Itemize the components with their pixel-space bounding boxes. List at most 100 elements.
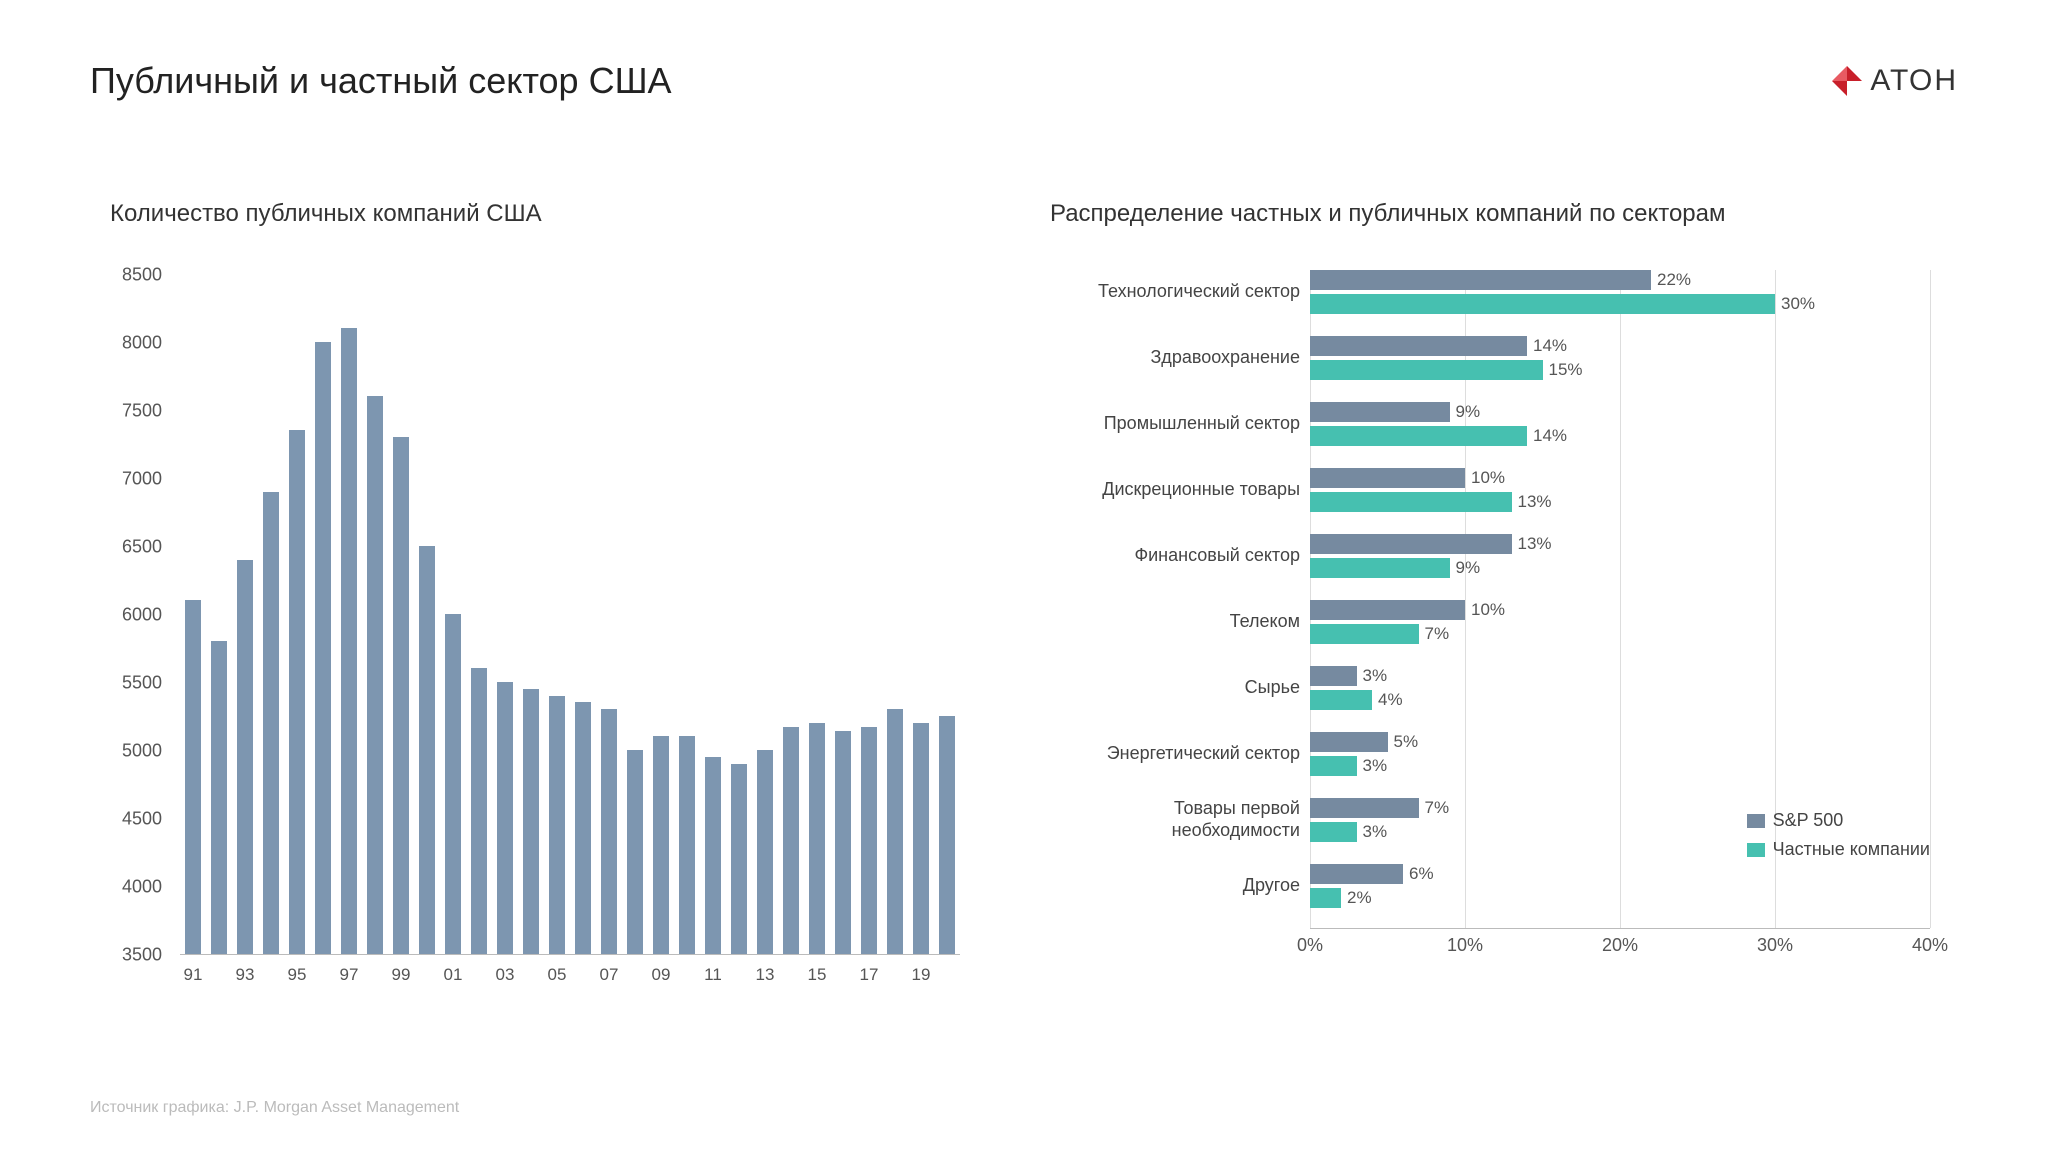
- source-text: Источник графика: J.P. Morgan Asset Mana…: [90, 1099, 459, 1117]
- bar: 9%: [1310, 402, 1450, 422]
- bar: 10%: [1310, 468, 1465, 488]
- page-title: Публичный и частный сектор США: [90, 60, 672, 102]
- bar: 30%: [1310, 294, 1775, 314]
- bar-value-label: 22%: [1657, 270, 1691, 290]
- gridline: [1620, 270, 1621, 928]
- x-axis-line: [1310, 928, 1930, 929]
- x-tick: 05: [548, 965, 567, 985]
- bar: 22%: [1310, 270, 1651, 290]
- bar: [601, 709, 617, 954]
- y-tick: 6000: [122, 605, 162, 626]
- left-plot-area: [180, 275, 960, 955]
- legend-label: Частные компании: [1773, 839, 1930, 860]
- bar: [783, 727, 799, 954]
- bar: 6%: [1310, 864, 1403, 884]
- legend: S&P 500 Частные компании: [1747, 810, 1930, 868]
- y-tick: 3500: [122, 945, 162, 966]
- x-tick: 19: [912, 965, 931, 985]
- right-chart-title: Распределение частных и публичных компан…: [1050, 200, 1726, 228]
- bar-value-label: 30%: [1781, 294, 1815, 314]
- bar: 9%: [1310, 558, 1450, 578]
- bar: [367, 396, 383, 954]
- category-label: Телеком: [1050, 611, 1300, 633]
- x-tick: 91: [184, 965, 203, 985]
- bar-value-label: 14%: [1533, 336, 1567, 356]
- bar-value-label: 9%: [1456, 558, 1481, 578]
- bar: 4%: [1310, 690, 1372, 710]
- bar: [731, 764, 747, 954]
- bar-value-label: 3%: [1363, 822, 1388, 842]
- x-tick: 40%: [1912, 935, 1948, 956]
- bar: [445, 614, 461, 954]
- bar-value-label: 2%: [1347, 888, 1372, 908]
- legend-item: S&P 500: [1747, 810, 1930, 831]
- category-label: Другое: [1050, 875, 1300, 897]
- x-tick: 01: [444, 965, 463, 985]
- bar: [419, 546, 435, 954]
- x-tick: 97: [340, 965, 359, 985]
- gridline: [1930, 270, 1931, 928]
- bar: [627, 750, 643, 954]
- x-tick: 11: [704, 965, 722, 985]
- left-chart-title: Количество публичных компаний США: [110, 200, 542, 228]
- x-tick: 17: [860, 965, 879, 985]
- bar: [809, 723, 825, 954]
- x-tick: 99: [392, 965, 411, 985]
- bar: [575, 702, 591, 954]
- bar: [523, 689, 539, 954]
- legend-item: Частные компании: [1747, 839, 1930, 860]
- bar-value-label: 7%: [1425, 624, 1450, 644]
- left-y-axis: 3500400045005000550060006500700075008000…: [110, 275, 170, 955]
- bar: 7%: [1310, 798, 1419, 818]
- x-tick: 10%: [1447, 935, 1483, 956]
- bar: [757, 750, 773, 954]
- bar: [913, 723, 929, 954]
- bar: [185, 600, 201, 954]
- legend-swatch: [1747, 814, 1765, 828]
- bar: [705, 757, 721, 954]
- right-chart: Технологический секторЗдравоохранениеПро…: [1050, 270, 1950, 1000]
- bar: [887, 709, 903, 954]
- y-tick: 7500: [122, 401, 162, 422]
- category-label: Финансовый сектор: [1050, 545, 1300, 567]
- y-tick: 4500: [122, 809, 162, 830]
- bar: [653, 736, 669, 954]
- x-tick: 30%: [1757, 935, 1793, 956]
- bar: 13%: [1310, 492, 1512, 512]
- x-tick: 20%: [1602, 935, 1638, 956]
- bar: [237, 560, 253, 954]
- bar: [835, 731, 851, 954]
- category-label: Промышленный сектор: [1050, 413, 1300, 435]
- left-chart: 3500400045005000550060006500700075008000…: [110, 275, 965, 1005]
- bar: [861, 727, 877, 954]
- category-label: Энергетический сектор: [1050, 743, 1300, 765]
- bar: 7%: [1310, 624, 1419, 644]
- bar: 14%: [1310, 426, 1527, 446]
- category-label: Здравоохранение: [1050, 347, 1300, 369]
- bar-value-label: 9%: [1456, 402, 1481, 422]
- bar-value-label: 7%: [1425, 798, 1450, 818]
- x-tick: 13: [756, 965, 775, 985]
- y-tick: 5500: [122, 673, 162, 694]
- category-label: Сырье: [1050, 677, 1300, 699]
- bar: 3%: [1310, 756, 1357, 776]
- bar: [263, 492, 279, 954]
- bar: [549, 696, 565, 954]
- bar: [497, 682, 513, 954]
- x-tick: 07: [600, 965, 619, 985]
- bar: 15%: [1310, 360, 1543, 380]
- logo-text: АТОН: [1870, 64, 1958, 98]
- bar-value-label: 4%: [1378, 690, 1403, 710]
- bar: [939, 716, 955, 954]
- legend-label: S&P 500: [1773, 810, 1844, 831]
- x-tick: 93: [236, 965, 255, 985]
- bar: [211, 641, 227, 954]
- bar: [315, 342, 331, 954]
- bar: [341, 328, 357, 954]
- bar: 3%: [1310, 822, 1357, 842]
- bar-value-label: 10%: [1471, 600, 1505, 620]
- bar-value-label: 14%: [1533, 426, 1567, 446]
- bar: [289, 430, 305, 954]
- bar-value-label: 10%: [1471, 468, 1505, 488]
- bar-value-label: 3%: [1363, 666, 1388, 686]
